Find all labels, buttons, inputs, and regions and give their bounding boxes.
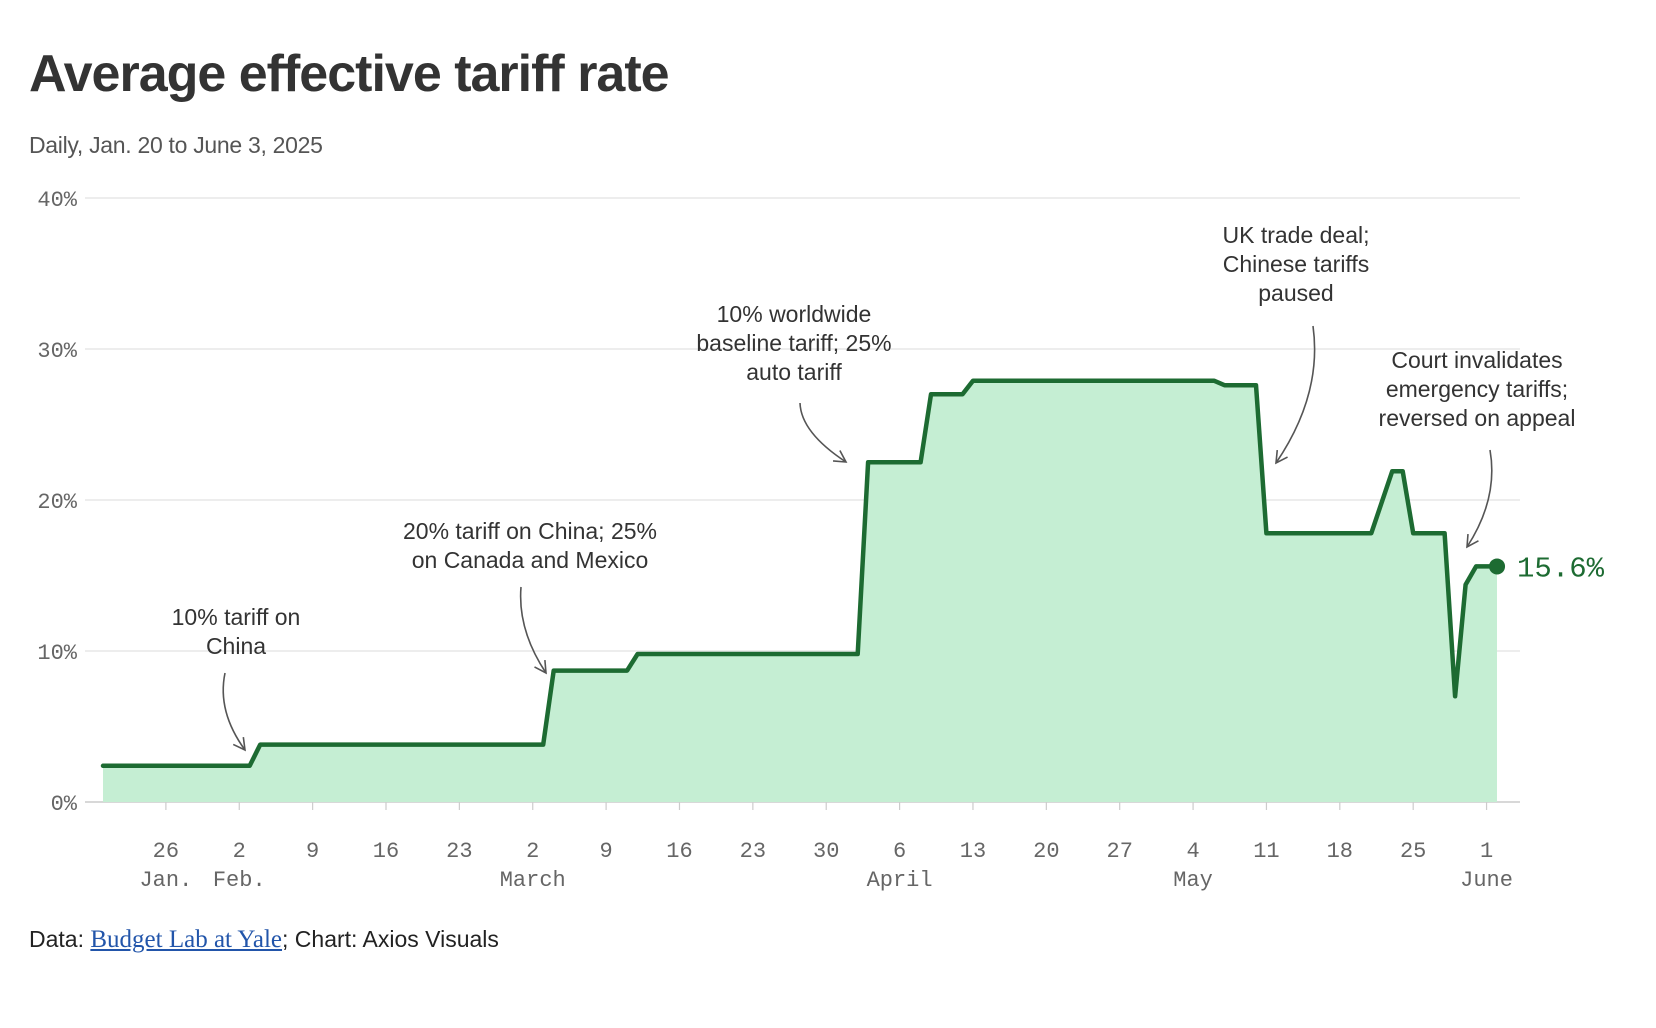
y-axis-ticks: 0% 10% 20% 30% 40% (37, 188, 77, 817)
x-tick-label: 6 (893, 839, 906, 864)
month-label: June (1460, 868, 1513, 893)
annotation-arrowhead (1466, 533, 1479, 549)
annotation: 10% tariff on China (172, 604, 301, 752)
y-tick-label: 10% (37, 641, 77, 666)
x-tick-label: 16 (666, 839, 692, 864)
annotation-text: Court invalidates emergency tariffs; rever… (1379, 347, 1576, 431)
annotation-arrow (799, 402, 847, 463)
annotation: Court invalidates emergency tariffs; rever… (1379, 347, 1576, 549)
x-tick-label: 18 (1327, 839, 1353, 864)
annotation-line: baseline tariff; 25% (696, 330, 891, 356)
annotation: 20% tariff on China; 25% on Canada and Me… (403, 518, 657, 675)
source-note: Data: Budget Lab at Yale; Chart: Axios V… (29, 926, 499, 954)
annotation-line: Chinese tariffs (1223, 251, 1370, 277)
y-tick-label: 20% (37, 490, 77, 515)
source-prefix: Data: (29, 926, 91, 952)
annotation-line: auto tariff (746, 359, 842, 385)
x-tick-label: 23 (740, 839, 766, 864)
x-tick-label: 16 (373, 839, 399, 864)
annotations: 10% tariff on China 20% tariff on China; 2… (172, 222, 1576, 752)
annotation-arrowhead (232, 737, 246, 752)
annotation-line: paused (1258, 280, 1333, 306)
y-tick-label: 40% (37, 188, 77, 213)
x-tick-label: 25 (1400, 839, 1426, 864)
x-tick-label: 11 (1253, 839, 1279, 864)
month-label: Feb. (213, 868, 266, 893)
y-tick-label: 30% (37, 339, 77, 364)
annotation-arrow (1466, 449, 1493, 548)
x-tick-label: 4 (1186, 839, 1199, 864)
annotation-line: reversed on appeal (1379, 405, 1576, 431)
annotation-line: UK trade deal; (1222, 222, 1369, 248)
annotation-arrow (222, 672, 246, 751)
x-axis-ticks: 26 2 9 16 23 2 9 16 23 30 6 13 20 27 4 11 18 25 1 (153, 802, 1493, 864)
annotation-text: 10% worldwide baseline tariff; 25% auto ta… (696, 301, 891, 385)
annotation: 10% worldwide baseline tariff; 25% auto ta… (696, 301, 892, 463)
annotation: UK trade deal; Chinese tariffs paused (1222, 222, 1370, 465)
annotation-line: Court invalidates (1391, 347, 1562, 373)
chart-subtitle: Daily, Jan. 20 to June 3, 2025 (29, 132, 323, 158)
annotation-text: UK trade deal; Chinese tariffs paused (1222, 222, 1369, 306)
annotation-line: 20% tariff on China; 25% (403, 518, 657, 544)
month-label: Jan. (139, 868, 192, 893)
annotation-text: 10% tariff on China (172, 604, 301, 659)
x-axis-month-labels: Jan. Feb. March April May June (139, 868, 1512, 893)
chart-title: Average effective tariff rate (29, 45, 670, 103)
source-suffix: ; Chart: Axios Visuals (282, 926, 499, 952)
annotation-arrowhead (1275, 449, 1288, 465)
annotation-arrow (1275, 325, 1316, 464)
series-area-fill (103, 380, 1497, 802)
x-tick-label: 27 (1107, 839, 1133, 864)
series-line (100, 378, 1500, 769)
month-label: March (500, 868, 566, 893)
annotation-line: China (206, 633, 266, 659)
x-tick-label: 23 (446, 839, 472, 864)
annotation-line: emergency tariffs; (1386, 376, 1568, 402)
annotation-text: 20% tariff on China; 25% on Canada and Me… (403, 518, 657, 573)
x-tick-label: 26 (153, 839, 179, 864)
end-value-label: 15.6% (1517, 552, 1605, 585)
annotation-line: 10% worldwide (717, 301, 872, 327)
source-link[interactable]: Budget Lab at Yale (90, 926, 283, 953)
end-point (1489, 558, 1506, 575)
annotation-arrowhead (534, 659, 547, 675)
month-label: April (867, 868, 933, 893)
area-layer (100, 378, 1500, 802)
x-tick-label: 2 (526, 839, 539, 864)
x-tick-label: 9 (306, 839, 319, 864)
x-tick-label: 1 (1480, 839, 1493, 864)
x-tick-label: 9 (600, 839, 613, 864)
annotation-arrowhead (832, 450, 848, 463)
x-tick-label: 30 (813, 839, 839, 864)
x-tick-label: 20 (1033, 839, 1059, 864)
end-marker: 15.6% (1489, 552, 1605, 585)
annotation-arrow (519, 586, 547, 674)
x-tick-label: 2 (233, 839, 246, 864)
annotation-line: 10% tariff on (172, 604, 301, 630)
month-label: May (1173, 868, 1213, 893)
annotation-line: on Canada and Mexico (412, 547, 649, 573)
x-tick-label: 13 (960, 839, 986, 864)
y-tick-label: 0% (51, 792, 78, 817)
